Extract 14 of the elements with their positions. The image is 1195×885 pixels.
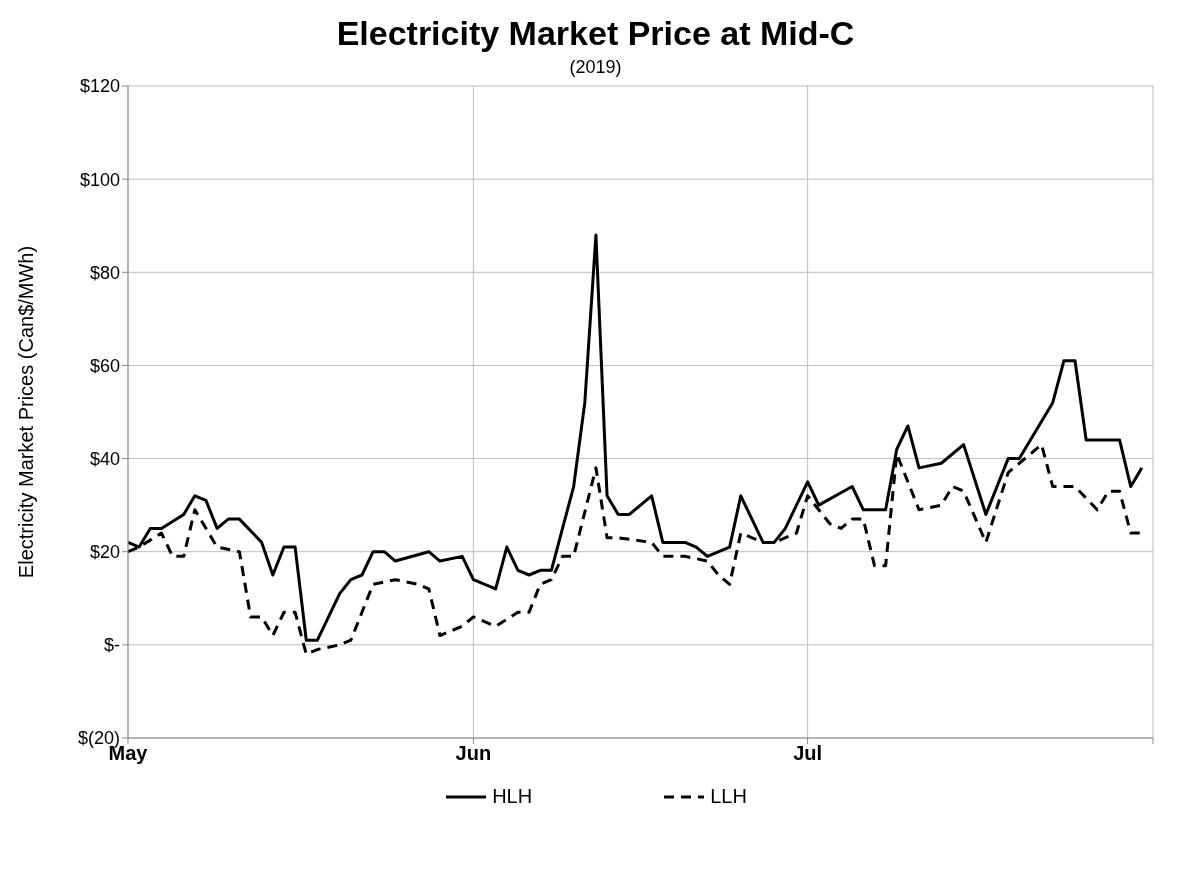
y-tick-label: $120 (79, 76, 120, 97)
chart-subtitle: (2019) (568, 57, 623, 78)
chart-title: Electricity Market Price at Mid-C (335, 14, 856, 53)
y-tick-label: $80 (89, 262, 120, 283)
legend-label: HLH (492, 785, 533, 808)
legend-label: LLH (710, 785, 747, 808)
x-tick-label: Jun (455, 742, 492, 765)
y-tick-label: $20 (89, 542, 120, 563)
y-tick-label: $60 (89, 355, 120, 376)
y-axis-title: Electricity Market Prices (Can$/MWh) (15, 245, 38, 579)
y-tick-label: $40 (89, 448, 120, 469)
y-tick-label: $- (103, 635, 120, 656)
y-tick-label: $100 (79, 169, 120, 190)
x-tick-label: Jul (793, 742, 823, 765)
